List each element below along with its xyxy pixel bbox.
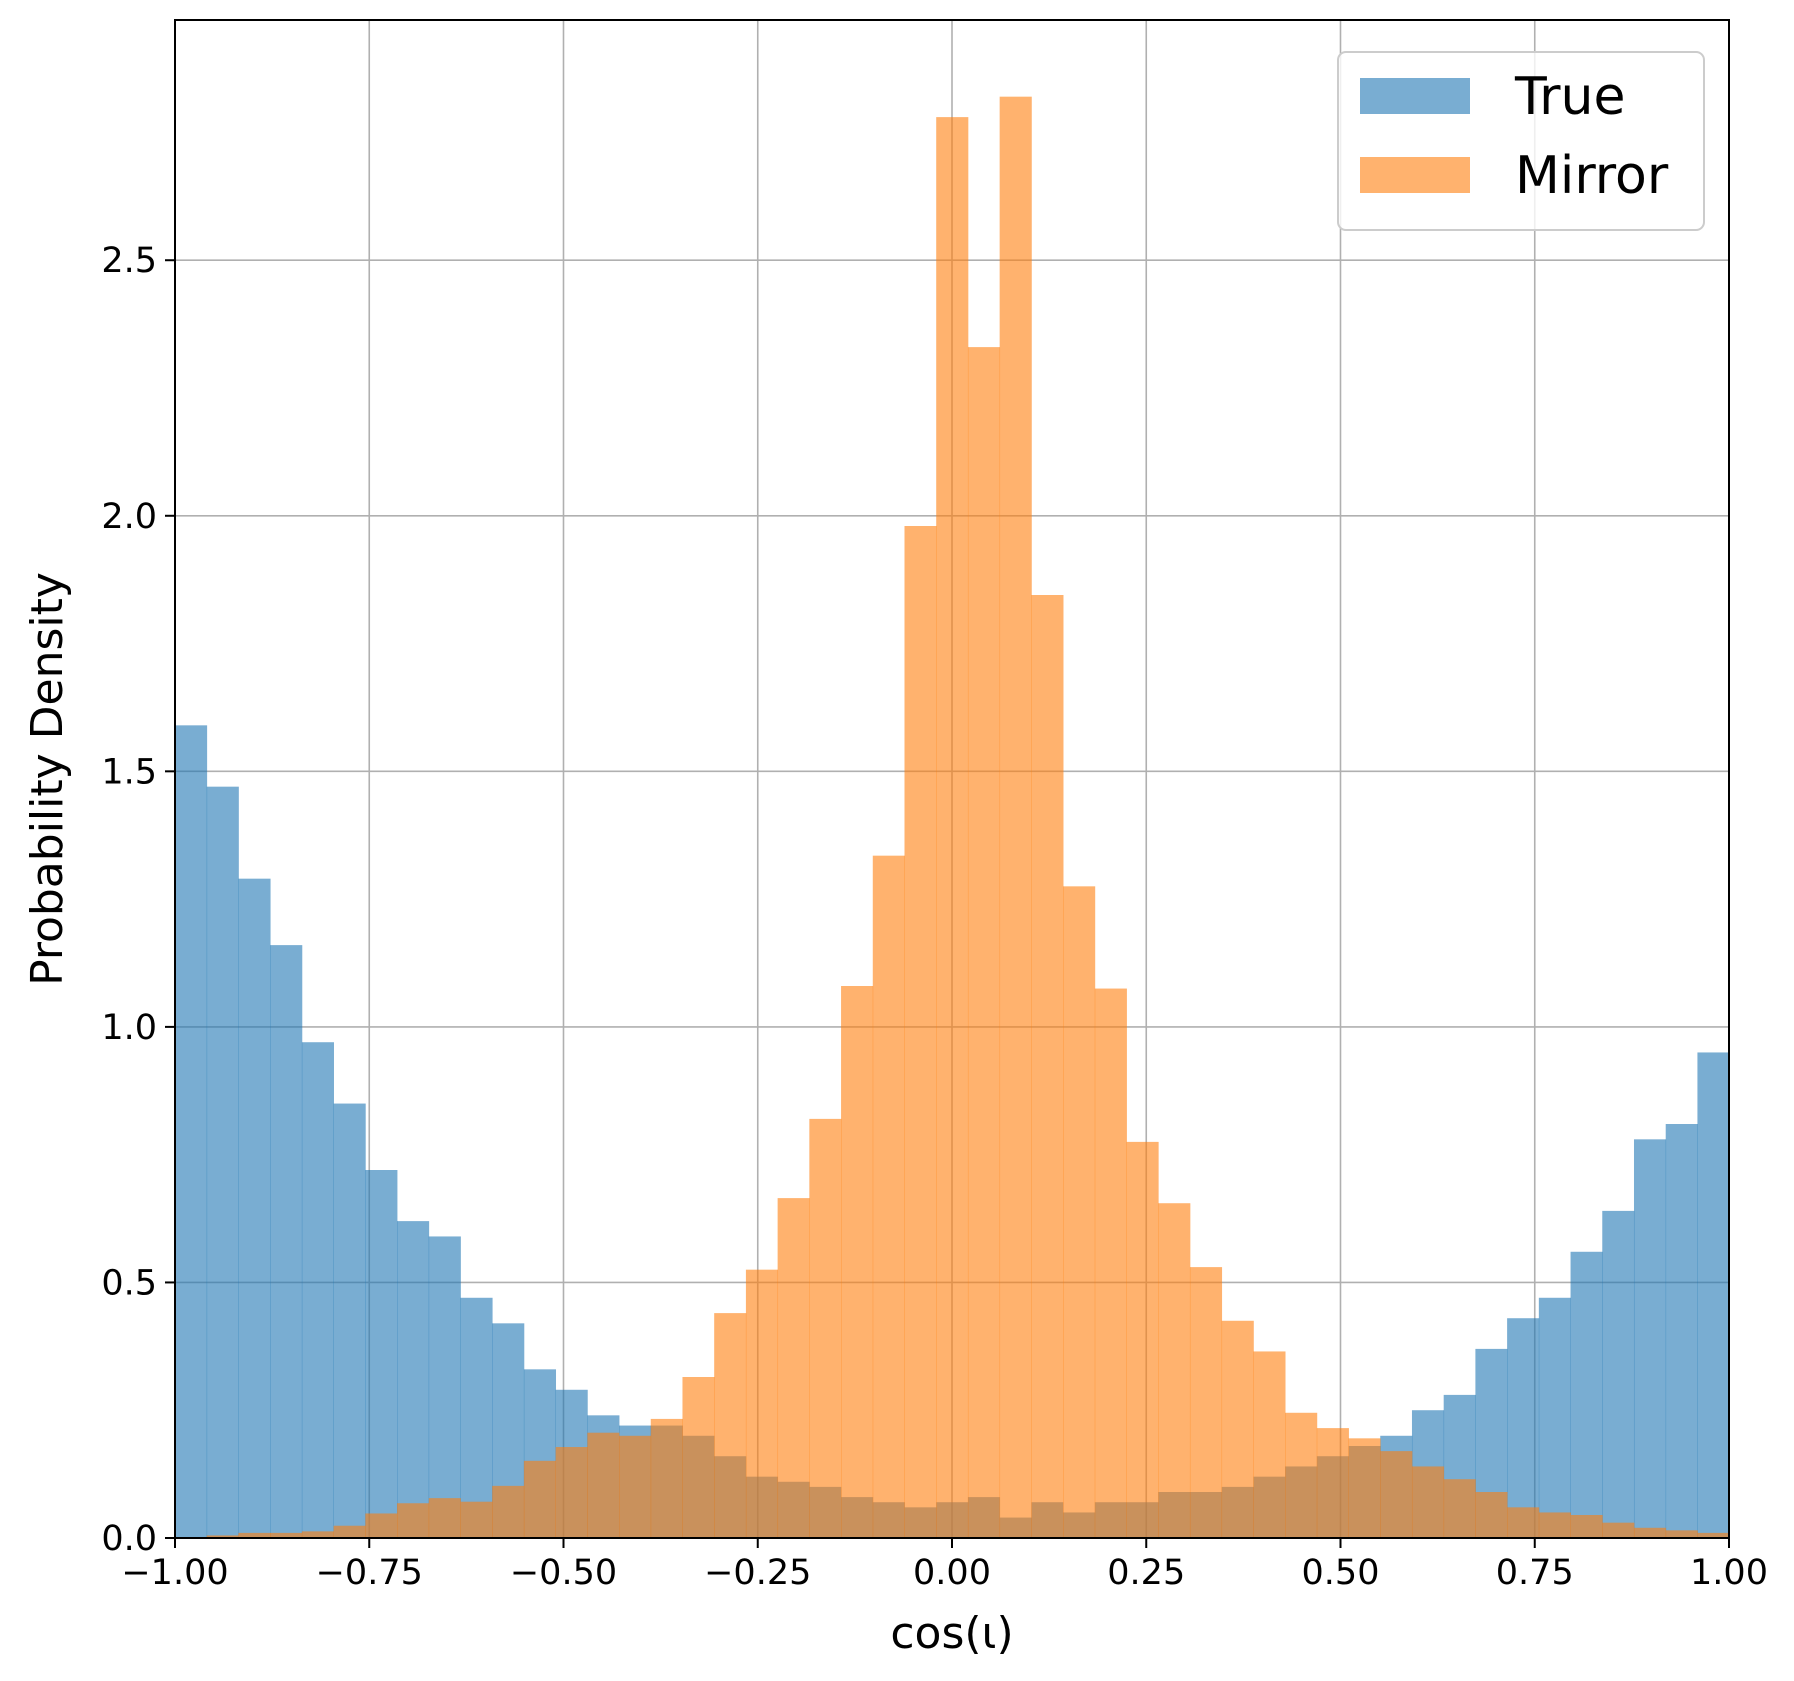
mirror-bar [1538, 1512, 1571, 1538]
mirror-bar [650, 1418, 683, 1538]
mirror-bar [904, 526, 937, 1538]
mirror-bar [682, 1377, 715, 1538]
legend-swatch-true [1360, 78, 1470, 114]
mirror-bar [714, 1313, 747, 1538]
y-tick-label: 0.0 [101, 1519, 157, 1559]
legend-swatch-mirror [1360, 157, 1470, 193]
true-bar [1538, 1297, 1571, 1538]
y-tick-label: 2.5 [101, 241, 157, 281]
mirror-bar [936, 117, 969, 1539]
mirror-bar [1063, 886, 1096, 1538]
mirror-bar [333, 1525, 366, 1538]
true-bar [460, 1297, 493, 1538]
true-bar [1665, 1124, 1698, 1538]
mirror-bar [428, 1498, 461, 1538]
mirror-bar [555, 1447, 588, 1538]
mirror-bar [1633, 1527, 1667, 1538]
mirror-bar [1443, 1479, 1476, 1538]
mirror-bar [745, 1269, 779, 1538]
legend-label-mirror: Mirror [1515, 146, 1669, 206]
x-tick-label: 1.00 [1690, 1553, 1768, 1593]
mirror-bar [206, 1535, 239, 1538]
mirror-bar [999, 96, 1032, 1539]
mirror-bar [460, 1501, 493, 1538]
x-tick-label: −0.75 [316, 1553, 423, 1593]
x-tick-label: −0.50 [510, 1553, 617, 1593]
y-axis-label: Probability Density [22, 572, 73, 986]
mirror-bar [1126, 1141, 1159, 1538]
true-bar [428, 1236, 461, 1538]
mirror-bar [809, 1118, 842, 1538]
mirror-bar [777, 1198, 810, 1538]
mirror-bar [1031, 595, 1064, 1538]
true-bar [1570, 1251, 1603, 1538]
x-tick-label: −0.25 [704, 1553, 811, 1593]
mirror-bar [872, 855, 905, 1538]
mirror-bar [1221, 1320, 1254, 1538]
true-bar [270, 945, 303, 1538]
true-bar [1633, 1139, 1667, 1538]
x-tick-label: 0.50 [1302, 1553, 1380, 1593]
mirror-bar [1507, 1507, 1540, 1538]
true-bar [365, 1170, 398, 1538]
y-tick-label: 2.0 [101, 497, 157, 537]
true-bar [1602, 1210, 1635, 1538]
mirror-bar [365, 1513, 398, 1538]
series-mirror-bars [206, 96, 1730, 1539]
y-tick-label: 0.5 [101, 1263, 157, 1303]
x-tick-label: 0.75 [1496, 1553, 1574, 1593]
true-bar [238, 878, 271, 1538]
mirror-bar [1411, 1466, 1445, 1538]
mirror-bar [301, 1531, 334, 1538]
mirror-bar [1380, 1451, 1413, 1538]
mirror-bar [492, 1485, 525, 1538]
x-tick-label: 0.00 [913, 1553, 991, 1593]
mirror-bar [1602, 1522, 1635, 1538]
y-tick-label: 1.0 [101, 1008, 157, 1048]
true-bar [333, 1103, 366, 1538]
mirror-bar [238, 1532, 271, 1538]
mirror-bar [1253, 1351, 1286, 1538]
legend: True Mirror [1337, 51, 1705, 231]
true-bar [1507, 1318, 1540, 1538]
mirror-bar [587, 1432, 620, 1538]
mirror-bar [1665, 1530, 1698, 1538]
true-bar [206, 786, 239, 1538]
mirror-bar [397, 1503, 430, 1538]
true-bar [1697, 1052, 1730, 1538]
mirror-bar [1158, 1203, 1191, 1538]
y-tick-label: 1.5 [101, 752, 157, 792]
mirror-bar [841, 986, 874, 1538]
mirror-bar [1316, 1428, 1349, 1538]
true-bar [175, 725, 208, 1538]
mirror-bar [967, 347, 1001, 1539]
mirror-bar [1570, 1515, 1603, 1538]
true-bar [301, 1042, 334, 1538]
axis-ticks: −1.00 −0.75 −0.50 −0.25 0.00 0.25 0.50 0.75 1.00… [101, 241, 1768, 1593]
legend-label-true: True [1514, 67, 1625, 127]
mirror-bar [1348, 1438, 1381, 1538]
mirror-bar [1189, 1267, 1223, 1538]
x-tick-label: −1.00 [121, 1553, 228, 1593]
mirror-bar [1285, 1412, 1318, 1538]
mirror-bar [619, 1435, 652, 1538]
true-bar [397, 1221, 430, 1538]
mirror-bar [1094, 988, 1127, 1538]
mirror-bar [270, 1532, 303, 1538]
x-tick-label: 0.25 [1107, 1553, 1185, 1593]
mirror-bar [1697, 1532, 1730, 1538]
x-axis-label: cos(ι) [890, 1608, 1013, 1659]
mirror-bar [523, 1460, 557, 1538]
mirror-bar [1475, 1492, 1508, 1538]
